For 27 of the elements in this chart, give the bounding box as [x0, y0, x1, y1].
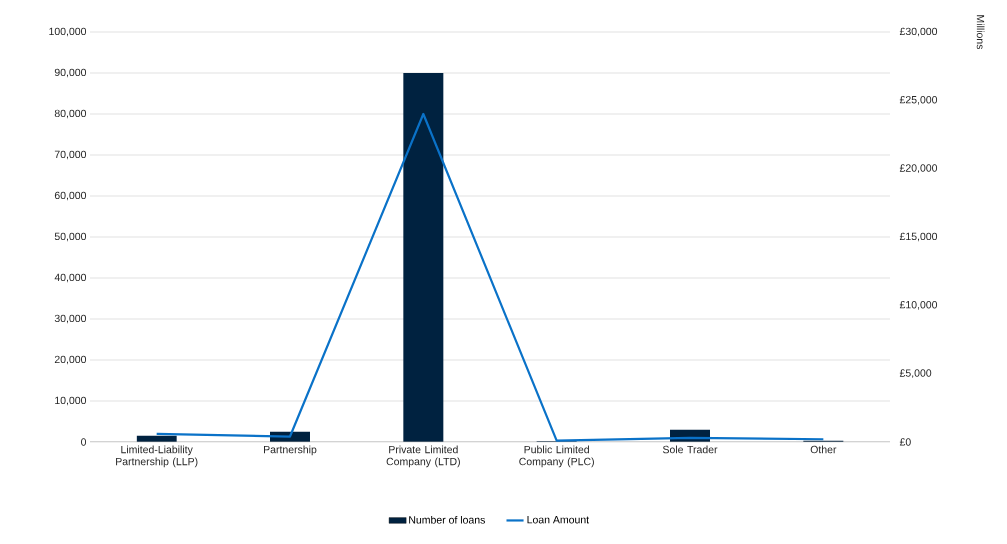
y2-tick-label: £5,000	[899, 369, 932, 379]
y2-tick-label: £25,000	[899, 96, 938, 105]
y-tick-label: 80,000	[54, 109, 87, 119]
x-tick-label: Public Limited Company (PLC)	[519, 445, 594, 468]
legend-label: Loan Amount	[527, 516, 590, 524]
y-tick-label: 30,000	[54, 314, 87, 324]
y2-axis-title: Millions	[976, 15, 985, 50]
y-tick-label: 50,000	[54, 232, 87, 242]
y2-tick-label: £15,000	[899, 232, 938, 242]
x-tick-label: Partnership	[264, 445, 317, 456]
x-tick-label: Limited-Liability Partnership (LLP)	[116, 445, 198, 468]
legend-label: Number of loans	[409, 515, 485, 524]
x-tick-label: Other	[810, 445, 837, 454]
y2-tick-label: £20,000	[899, 164, 938, 174]
y-tick-label: 0	[81, 438, 87, 446]
x-tick-label: Sole Trader	[662, 445, 718, 454]
y2-tick-label: £30,000	[899, 27, 938, 37]
y-tick-label: 60,000	[54, 191, 87, 201]
y-tick-label: 40,000	[54, 273, 87, 283]
y-tick-label: 70,000	[54, 150, 87, 160]
y-tick-label: 100,000	[49, 27, 87, 37]
x-tick-label: Private Limited Company (LTD)	[386, 445, 460, 468]
y-tick-label: 20,000	[54, 355, 87, 365]
y2-tick-label: £10,000	[899, 301, 938, 310]
y-tick-label: 90,000	[54, 68, 87, 78]
y-tick-label: 10,000	[55, 396, 87, 406]
y2-tick-label: £0	[899, 438, 911, 446]
